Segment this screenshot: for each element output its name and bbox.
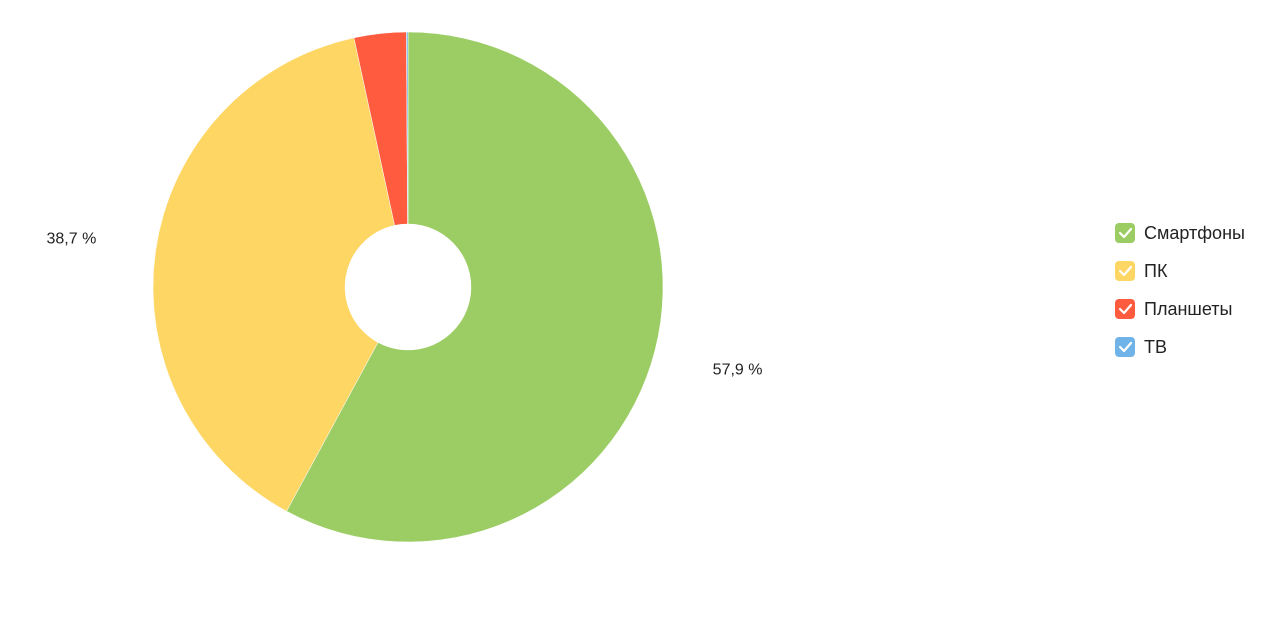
legend-swatch[interactable] [1115, 337, 1135, 357]
data-label: 57,9 % [713, 362, 763, 379]
legend-label[interactable]: ТВ [1144, 337, 1167, 357]
legend-item[interactable]: Смартфоны [1115, 223, 1245, 243]
legend-check[interactable] [1118, 265, 1133, 277]
legend-check[interactable] [1118, 341, 1133, 353]
data-label: 38,7 % [46, 230, 96, 247]
legend-label[interactable]: ПК [1144, 261, 1168, 281]
legend-swatch[interactable] [1115, 223, 1135, 243]
legend-swatch[interactable] [1115, 261, 1135, 281]
legend-label[interactable]: Планшеты [1144, 299, 1232, 319]
legend-item[interactable]: ПК [1115, 261, 1168, 281]
legend-item[interactable]: Планшеты [1115, 299, 1232, 319]
legend: Смартфоны ПК Планшеты ТВ [1115, 223, 1245, 357]
legend-label[interactable]: Смартфоны [1144, 223, 1245, 243]
data-labels: 57,9 % 38,7 % [46, 230, 762, 378]
legend-swatch[interactable] [1115, 299, 1135, 319]
donut-hole [345, 224, 471, 350]
legend-check[interactable] [1118, 227, 1133, 239]
pie [152, 31, 664, 543]
legend-check[interactable] [1118, 303, 1133, 315]
legend-item[interactable]: ТВ [1115, 337, 1167, 357]
